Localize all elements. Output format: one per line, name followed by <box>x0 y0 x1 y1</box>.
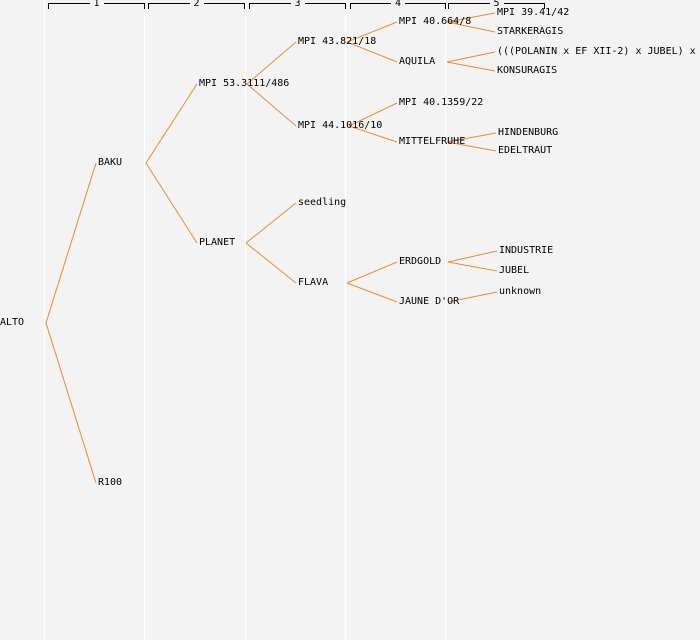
tree-node-jaunedor[interactable]: JAUNE D'OR <box>399 296 460 307</box>
pedigree-edge-alto-baku <box>45 162 97 324</box>
generation-bracket-1: 1 <box>48 0 145 10</box>
tree-node-erdgold[interactable]: ERDGOLD <box>399 256 442 267</box>
tree-node-baku[interactable]: BAKU <box>98 157 123 168</box>
tree-node-hindenburg[interactable]: HINDENBURG <box>498 127 559 138</box>
generation-bracket-3: 3 <box>249 0 346 10</box>
tree-node-mpi43821[interactable]: MPI 43.821/18 <box>298 36 377 47</box>
tree-node-mpi533111[interactable]: MPI 53.3111/486 <box>199 78 290 89</box>
pedigree-edge-mpi40664-starkeragis <box>446 21 496 33</box>
pedigree-edge-erdgold-jubel <box>447 261 498 272</box>
tree-node-unknown[interactable]: unknown <box>499 286 542 297</box>
tree-node-mittelfruhe[interactable]: MITTELFRUHE <box>399 136 466 147</box>
pedigree-edge-mpi441016-mittelfruhe <box>348 125 398 143</box>
pedigree-edge-jaunedor-unknown <box>447 291 498 303</box>
tree-node-mpi3941[interactable]: MPI 39.41/42 <box>497 7 570 18</box>
pedigree-edge-mpi533111-mpi441016 <box>246 83 297 127</box>
tree-node-jubel[interactable]: JUBEL <box>499 265 530 276</box>
generation-number: 5 <box>489 0 504 10</box>
generation-number: 2 <box>189 0 204 10</box>
pedigree-edge-aquila-polanin <box>446 51 496 63</box>
tree-node-r100[interactable]: R100 <box>98 477 123 488</box>
pedigree-edge-mittelfruhe-edeltraut <box>446 141 497 152</box>
tree-node-starkeragis[interactable]: STARKERAGIS <box>497 26 564 37</box>
pedigree-edge-erdgold-industrie <box>447 250 498 263</box>
generation-number: 3 <box>290 0 305 10</box>
tree-node-mpi441016[interactable]: MPI 44.1016/10 <box>298 120 383 131</box>
tree-node-industrie[interactable]: INDUSTRIE <box>499 245 554 256</box>
pedigree-edge-flava-erdgold <box>346 261 398 284</box>
tree-node-aquila[interactable]: AQUILA <box>399 56 436 67</box>
pedigree-edge-planet-flava <box>245 242 297 284</box>
tree-node-alto[interactable]: ALTO <box>0 317 25 328</box>
pedigree-edge-alto-r100 <box>45 322 97 484</box>
pedigree-edge-mpi40664-mpi3941 <box>446 12 496 23</box>
column-divider <box>445 0 446 640</box>
generation-number: 1 <box>89 0 104 10</box>
tree-node-mpi401359[interactable]: MPI 40.1359/22 <box>399 97 484 108</box>
column-divider <box>44 0 45 640</box>
pedigree-edge-mpi441016-mpi401359 <box>348 102 398 127</box>
tree-node-planet[interactable]: PLANET <box>199 237 236 248</box>
column-divider <box>245 0 246 640</box>
pedigree-edge-flava-jaunedor <box>346 282 398 303</box>
pedigree-edge-mpi43821-mpi40664 <box>346 21 398 43</box>
generation-number: 4 <box>390 0 406 10</box>
pedigree-edge-planet-seedling <box>245 202 297 244</box>
tree-node-seedling[interactable]: seedling <box>298 197 347 208</box>
tree-node-flava[interactable]: FLAVA <box>298 277 329 288</box>
tree-node-konsuragis[interactable]: KONSURAGIS <box>497 65 558 76</box>
column-divider <box>144 0 145 640</box>
generation-bracket-4: 4 <box>350 0 446 10</box>
pedigree-edge-mpi533111-mpi43821 <box>246 41 297 85</box>
column-divider <box>345 0 346 640</box>
pedigree-edge-mpi43821-aquila <box>346 41 398 63</box>
pedigree-edge-mittelfruhe-hindenburg <box>446 132 497 143</box>
tree-node-polanin[interactable]: (((POLANIN x EF XII-2) x JUBEL) x <box>497 46 696 57</box>
generation-bracket-2: 2 <box>148 0 245 10</box>
pedigree-edge-baku-mpi533111 <box>145 83 198 164</box>
tree-node-mpi40664[interactable]: MPI 40.664/8 <box>399 16 472 27</box>
pedigree-edge-baku-planet <box>145 162 198 244</box>
tree-node-edeltraut[interactable]: EDELTRAUT <box>498 145 553 156</box>
pedigree-edge-aquila-konsuragis <box>446 61 496 72</box>
generation-bracket-5: 5 <box>448 0 545 10</box>
